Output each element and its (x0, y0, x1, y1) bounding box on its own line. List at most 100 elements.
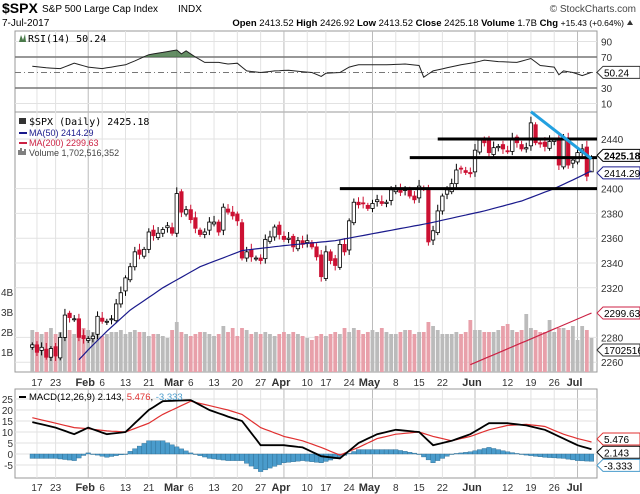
candle-body (533, 124, 538, 144)
macd-histogram-bar (81, 453, 87, 456)
candle-body (165, 225, 170, 229)
candle-body (347, 220, 352, 251)
volume-bar (170, 330, 174, 372)
macd-histogram-bar (43, 453, 49, 459)
x-tick-label: 15 (414, 483, 426, 494)
volume-bar (384, 332, 389, 372)
volume-bar (580, 326, 585, 372)
candle-body (118, 292, 123, 305)
macd-legend-name: MACD(12,26,9) (29, 392, 95, 403)
macd-histogram-bar (467, 451, 473, 455)
macd-series (29, 399, 595, 472)
volume-bar (426, 322, 431, 372)
quote-date: 7-Jul-2017 (2, 18, 50, 29)
candle-body (351, 201, 356, 224)
candle-legend-icon (19, 118, 26, 124)
macd-histogram-bar (118, 453, 124, 456)
candle-body (314, 246, 319, 258)
candle-body (53, 346, 58, 357)
x-tick-label: 24 (344, 483, 356, 494)
candle-body (30, 344, 35, 348)
macd-histogram-bar (425, 453, 431, 461)
candle-body (230, 211, 235, 217)
macd-tick-label: -5 (4, 461, 13, 472)
macd-tick-label: 20 (2, 406, 14, 417)
volume-bar (407, 330, 412, 372)
macd-histogram-bar (500, 450, 506, 455)
volume-bar (337, 334, 342, 372)
candle-body (416, 185, 422, 199)
macd-histogram-bar (407, 452, 413, 455)
candle-body (454, 169, 459, 185)
x-tick-label: 17 (320, 483, 332, 494)
volume-bar (244, 330, 249, 372)
x-tick-label: 21 (143, 378, 155, 389)
rsi-tick-label: 10 (601, 100, 613, 111)
candle-body (249, 249, 254, 258)
candle-body (104, 320, 109, 323)
macd-histogram-bar (411, 452, 417, 455)
volume-bar (137, 332, 142, 372)
macd-histogram-bar (90, 453, 96, 455)
macd-histogram-bar (132, 448, 138, 455)
macd-histogram-bar (290, 453, 296, 462)
candle-body (174, 193, 179, 234)
candle-body (468, 172, 473, 175)
macd-histogram-bar (439, 453, 445, 459)
volume-bar (375, 332, 380, 372)
candle-body (67, 312, 72, 318)
macd-histogram-bar (141, 443, 147, 455)
volume-bar (333, 332, 338, 372)
volume-bar (477, 330, 482, 372)
price-tick-label: 2380 (601, 209, 624, 220)
macd-histogram-bar (164, 442, 170, 455)
volume-bar (132, 330, 137, 372)
x-tick-label: Mar (164, 482, 184, 494)
volume-bar (589, 338, 594, 372)
rsi-legend: RSI(14) 50.24 (19, 34, 106, 45)
volume-bar (272, 336, 277, 372)
axes: 17 17 23 23 Feb Feb 6 6 13 13 21 21 Mar Mar 6 6 13 13 20 20… (1, 38, 640, 494)
volume-bar (482, 332, 487, 372)
candle-body (188, 209, 193, 220)
volume-bar (398, 332, 403, 372)
candle-body (216, 221, 221, 233)
candle-body (542, 141, 548, 147)
x-tick-label: 23 (50, 378, 62, 389)
candle-body (365, 204, 370, 209)
macd-histogram-bar (211, 453, 217, 460)
open-value: 2413.52 (259, 18, 293, 29)
macd-histogram-bar (360, 449, 366, 455)
candle-body (239, 222, 245, 259)
price-legend: $SPX (Daily) 2425.18 MA(50) 2414.29 MA(2… (18, 117, 149, 158)
macd-histogram-bar (136, 445, 142, 455)
x-tick-label: May (359, 482, 381, 494)
volume-bar (109, 332, 114, 372)
candle-body (86, 338, 91, 341)
volume-bar (342, 328, 347, 372)
ma50-legend-text: MA(50) 2414.29 (29, 128, 94, 138)
x-tick-label: 19 (525, 378, 537, 389)
volume-bar (198, 332, 202, 372)
candle-body (81, 335, 86, 340)
macd-histogram-bar (155, 440, 161, 455)
x-tick-label: Mar (164, 377, 184, 389)
volume-bar (226, 332, 230, 372)
high-value: 2426.92 (320, 18, 354, 29)
volume-bar (552, 332, 557, 372)
x-tick-label: 27 (255, 378, 267, 389)
x-tick-label: 27 (255, 483, 267, 494)
rsi-value-tag: 50.24 (604, 68, 629, 79)
volume-bar (300, 336, 305, 372)
macd-legend-value: 2.143 (98, 392, 122, 403)
close-label: Close (416, 18, 442, 29)
volume-bar (128, 332, 133, 372)
candle-body (496, 146, 501, 149)
x-tick-label: 13 (120, 378, 132, 389)
candle-body (211, 221, 217, 225)
candle-body (244, 251, 249, 259)
rsi-value-tag-box (596, 65, 640, 79)
macd-histogram-bar (234, 453, 240, 461)
candle-body (500, 144, 506, 150)
volume-bar (240, 328, 244, 372)
